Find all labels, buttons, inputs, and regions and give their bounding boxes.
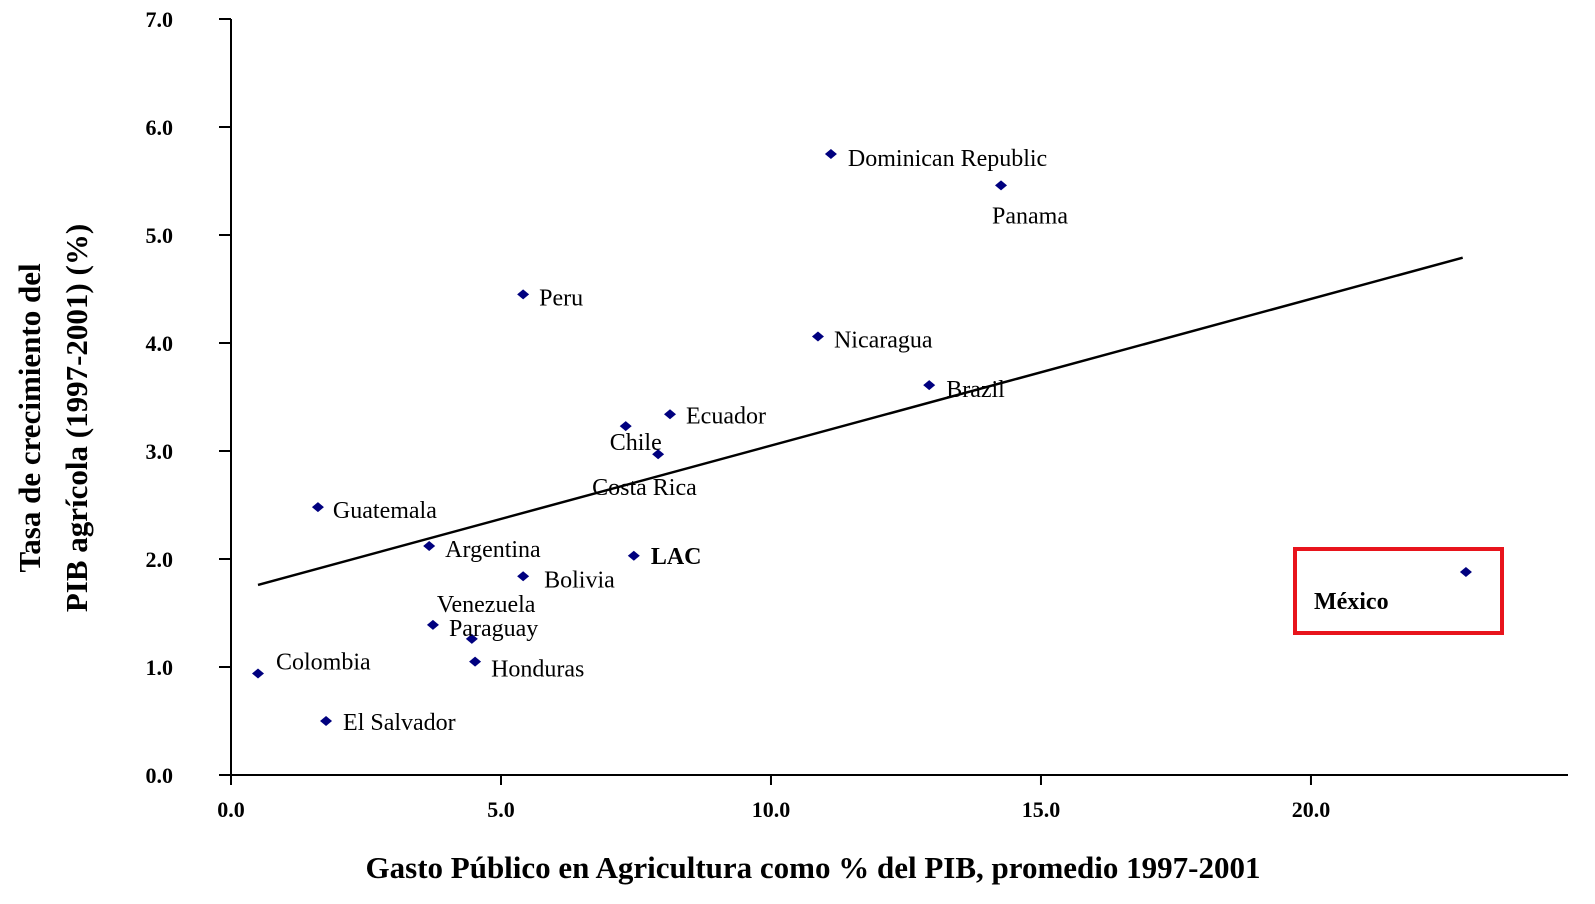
point <box>251 668 264 679</box>
point-label: Ecuador <box>686 403 766 429</box>
x-tick-label: 20.0 <box>1292 797 1331 822</box>
point-label: Honduras <box>491 657 584 683</box>
point <box>627 550 640 561</box>
point-label: LAC <box>651 544 702 570</box>
point <box>426 619 439 630</box>
point <box>465 633 478 644</box>
point-label: Argentina <box>445 537 541 563</box>
point-label: Venezuela <box>437 592 536 618</box>
point <box>824 149 837 159</box>
point <box>469 656 482 667</box>
x-tick-label: 15.0 <box>1022 797 1061 822</box>
y-tick-label: 1.0 <box>146 655 174 680</box>
highlight-box <box>1293 547 1504 635</box>
point-label: Peru <box>539 285 583 311</box>
point-label: Panama <box>992 203 1068 229</box>
x-tick-label: 5.0 <box>487 797 515 822</box>
y-axis-title: PIB agrícola (1997-2001) (%) <box>59 224 94 612</box>
point-label: Bolivia <box>544 567 615 593</box>
point-label: El Salvador <box>343 710 456 736</box>
y-tick-label: 5.0 <box>146 223 174 248</box>
x-tick-label: 10.0 <box>752 797 791 822</box>
point <box>664 409 677 420</box>
point-label: Nicaragua <box>834 328 933 354</box>
point <box>619 421 632 432</box>
point <box>995 180 1008 191</box>
y-tick-label: 0.0 <box>146 763 174 788</box>
point <box>652 449 665 460</box>
point-label: Colombia <box>276 649 371 675</box>
point <box>923 380 936 391</box>
y-tick-label: 4.0 <box>146 331 174 356</box>
point-label: Dominican Republic <box>848 146 1047 172</box>
point-label: México <box>1314 589 1389 615</box>
point-label: Paraguay <box>449 616 538 642</box>
point <box>1459 566 1472 577</box>
point <box>320 716 333 726</box>
point-label: Brazil <box>946 377 1005 403</box>
point <box>311 502 324 513</box>
trendline <box>257 256 1464 587</box>
x-tick-label: 0.0 <box>217 797 245 822</box>
point <box>517 289 530 300</box>
y-tick-label: 7.0 <box>146 7 174 32</box>
point <box>423 541 436 552</box>
point-label: Guatemala <box>333 498 437 524</box>
y-tick-label: 3.0 <box>146 439 174 464</box>
point <box>517 571 530 582</box>
x-axis-title: Gasto Público en Agricultura como % del … <box>366 850 1261 885</box>
y-tick-label: 2.0 <box>146 547 174 572</box>
point-label: Chile <box>610 430 662 456</box>
y-tick-label: 6.0 <box>146 115 174 140</box>
y-axis-title: Tasa de crecimiento del <box>12 263 47 572</box>
point-label: Costa Rica <box>592 475 697 501</box>
point <box>811 331 824 342</box>
